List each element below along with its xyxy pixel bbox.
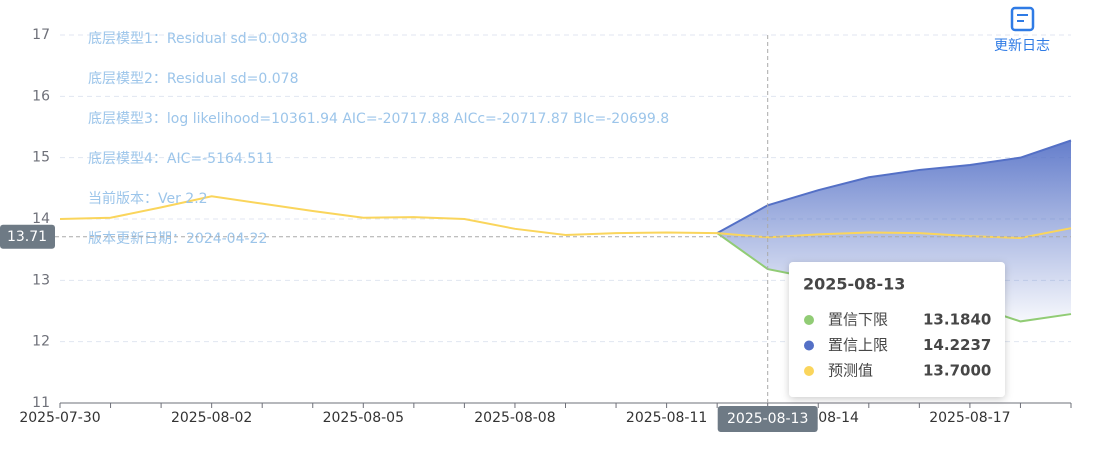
x-tick-label: 2025-08-08 [474, 410, 555, 426]
series-line [716, 139, 1072, 234]
pointer-y-label: 13.71 [7, 229, 47, 245]
update-log-label[interactable]: 更新日志 [994, 38, 1050, 54]
pointer-label-box [717, 406, 818, 432]
x-tick-label: 2025-08-17 [929, 410, 1010, 426]
y-tick-label: 11 [32, 395, 50, 411]
y-tick-label: 17 [32, 27, 50, 43]
series-line [59, 195, 1072, 240]
x-tick-label: 2025-08-02 [171, 410, 252, 426]
annotation: 底层模型2：Residual sd=0.078 [88, 71, 298, 87]
tooltip-name: 置信下限 [828, 311, 888, 329]
tooltip-value: 13.7000 [923, 362, 991, 380]
tooltip-name: 预测值 [828, 362, 873, 380]
annotation: 底层模型4：AIC=-5164.511 [88, 151, 274, 167]
x-tick-label: 2025-08-11 [626, 410, 707, 426]
tooltip-title: 2025-08-13 [803, 275, 905, 294]
pointer-x-label: 2025-08-13 [727, 411, 808, 427]
tooltip-value: 14.2237 [923, 336, 991, 354]
y-tick-label: 15 [32, 150, 50, 166]
tooltip-name: 置信上限 [828, 336, 888, 354]
tooltip-box [789, 262, 1005, 397]
annotation: 底层模型3：log likelihood=10361.94 AIC=-20717… [88, 111, 669, 127]
x-tick-label: 2025-07-30 [19, 410, 100, 426]
y-tick-label: 14 [32, 211, 50, 227]
y-tick-label: 13 [32, 272, 50, 288]
annotation: 当前版本：Ver 2.2 [88, 190, 208, 207]
tooltip-marker [804, 315, 814, 325]
pointer-label-box [0, 224, 55, 249]
x-tick-label: 2025-08-05 [323, 410, 404, 426]
tooltip-marker [804, 366, 814, 376]
update-log-button[interactable]: 更新日志 [994, 6, 1050, 54]
y-tick-label: 12 [32, 334, 50, 350]
annotation: 底层模型1：Residual sd=0.0038 [88, 31, 307, 47]
tooltip-value: 13.1840 [923, 311, 991, 329]
tooltip: 2025-08-13 置信下限 13.1840 置信上限 14.2237 预测值 13.70… [789, 262, 1005, 397]
annotation: 版本更新日期：2024-04-22 [88, 231, 267, 247]
tooltip-marker [804, 340, 814, 351]
update-log-icon [1010, 6, 1035, 32]
y-tick-label: 16 [32, 88, 50, 104]
